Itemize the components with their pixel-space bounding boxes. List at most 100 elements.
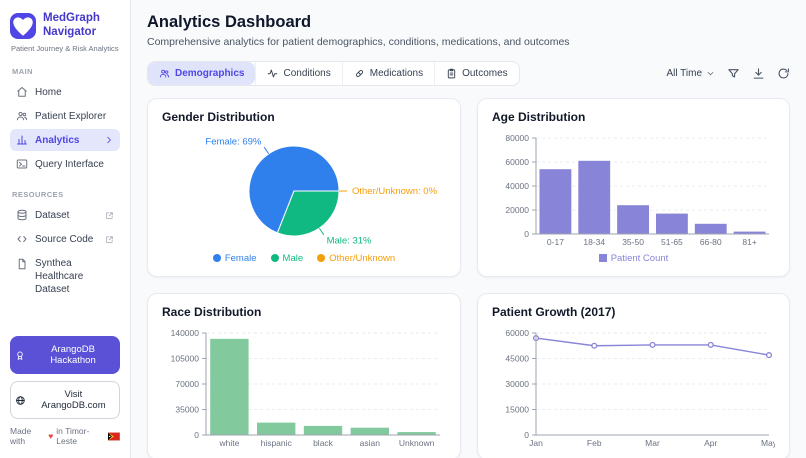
terminal-icon	[16, 158, 28, 170]
svg-text:51-65: 51-65	[661, 237, 683, 247]
activity-icon	[267, 68, 278, 79]
pill-icon	[354, 68, 365, 79]
sidebar: MedGraph Navigator Patient Journey & Ris…	[0, 0, 131, 458]
race-bar-chart: 0 35000 70000 105000 140000 white hispanic blac…	[162, 325, 446, 449]
arangodb-hackathon-button[interactable]: ArangoDB Hackathon	[10, 336, 120, 374]
app-name-line2: Navigator	[43, 25, 97, 38]
main-content: Analytics Dashboard Comprehensive analyt…	[131, 0, 806, 458]
cards-grid: Gender Distribution Female: 69% Male: 31%…	[147, 98, 790, 458]
nav-label: Source Code	[35, 233, 94, 245]
main-nav: Home Patient Explorer Analytics Query In…	[10, 81, 120, 177]
svg-text:80000: 80000	[505, 133, 529, 143]
card-title: Race Distribution	[162, 305, 262, 319]
nav-section-resources-label: RESOURCES	[12, 190, 64, 200]
chart-legend: Patient Count	[492, 250, 775, 266]
button-label: ArangoDB Hackathon	[50, 344, 96, 366]
card-race-distribution: Race Distribution 0 35000 70000 105000 14000…	[147, 293, 461, 458]
app-name-line1: MedGraph	[43, 12, 100, 24]
resources-nav: Dataset Source Code Synthea Healthcare D…	[10, 204, 120, 303]
made-with-note: Made with ♥ in Timor-Leste	[10, 426, 120, 446]
users-icon	[16, 110, 28, 122]
growth-line-chart: 0 15000 30000 45000 60000 Jan Feb Mar Apr May	[492, 325, 777, 449]
demographics-users-icon	[159, 68, 170, 79]
time-range-value: All Time	[666, 68, 702, 79]
svg-text:60000: 60000	[505, 157, 529, 167]
tab-conditions[interactable]: Conditions	[255, 62, 341, 85]
time-range-dropdown[interactable]: All Time	[666, 68, 715, 79]
app-name: MedGraph Navigator	[43, 12, 100, 39]
svg-text:60000: 60000	[505, 328, 529, 338]
svg-text:white: white	[218, 438, 239, 448]
tab-medications[interactable]: Medications	[341, 62, 434, 85]
svg-text:18-34: 18-34	[583, 237, 605, 247]
heart-icon: ♥	[48, 431, 54, 441]
svg-text:black: black	[313, 438, 334, 448]
download-button[interactable]	[752, 67, 765, 80]
sidebar-footer: ArangoDB Hackathon Visit ArangoDB.com Ma…	[10, 336, 120, 446]
gender-pie-chart: Female: 69% Male: 31% Other/Unknown: 0%	[162, 130, 446, 248]
heart-logo-icon	[10, 12, 36, 39]
tab-outcomes[interactable]: Outcomes	[434, 62, 519, 85]
globe-icon	[15, 395, 26, 406]
chart-legend: Female Male Other/Unknown	[162, 250, 446, 266]
sidebar-item-query-interface[interactable]: Query Interface	[10, 153, 120, 175]
svg-text:0: 0	[524, 430, 529, 440]
made-with-text: Made with	[10, 426, 32, 446]
svg-text:30000: 30000	[505, 379, 529, 389]
nav-label: Synthea Healthcare Dataset	[35, 258, 84, 296]
toolbar: All Time	[666, 67, 790, 80]
svg-text:Female: 69%: Female: 69%	[205, 136, 262, 147]
svg-text:140000: 140000	[171, 328, 200, 338]
refresh-button[interactable]	[777, 67, 790, 80]
svg-text:0: 0	[524, 229, 529, 239]
svg-text:Feb: Feb	[587, 438, 602, 448]
svg-text:20000: 20000	[505, 205, 529, 215]
sidebar-item-analytics[interactable]: Analytics	[10, 129, 120, 152]
visit-arangodb-button[interactable]: Visit ArangoDB.com	[10, 381, 120, 419]
tab-label: Outcomes	[462, 68, 508, 79]
svg-text:105000: 105000	[171, 354, 200, 364]
svg-text:45000: 45000	[505, 354, 529, 364]
svg-text:Male: 31%: Male: 31%	[327, 236, 372, 247]
tab-demographics[interactable]: Demographics	[148, 62, 256, 85]
svg-text:asian: asian	[360, 438, 381, 448]
legend-item: Female	[212, 253, 257, 264]
tab-label: Conditions	[283, 68, 331, 79]
svg-text:35-50: 35-50	[622, 237, 644, 247]
sidebar-item-source-code[interactable]: Source Code	[10, 228, 120, 250]
nav-label: Analytics	[35, 134, 80, 146]
filter-button[interactable]	[727, 67, 740, 80]
nav-label: Query Interface	[35, 158, 104, 170]
bar-chart-icon	[16, 134, 28, 146]
sidebar-item-dataset[interactable]: Dataset	[10, 204, 120, 226]
card-gender-distribution: Gender Distribution Female: 69% Male: 31%…	[147, 98, 461, 277]
svg-text:35000: 35000	[175, 405, 199, 415]
svg-text:0: 0	[194, 430, 199, 440]
legend-item: Other/Unknown	[317, 253, 395, 264]
external-link-icon	[105, 235, 114, 244]
svg-text:Unknown: Unknown	[399, 438, 435, 448]
sidebar-item-synthea-dataset[interactable]: Synthea Healthcare Dataset	[10, 252, 120, 301]
code-icon	[16, 233, 28, 245]
nav-label: Home	[35, 86, 62, 98]
svg-text:40000: 40000	[505, 181, 529, 191]
tab-group: Demographics Conditions Medications Outc…	[147, 61, 520, 86]
svg-text:Apr: Apr	[704, 438, 717, 448]
nav-label: Patient Explorer	[35, 110, 107, 122]
nav-section-main-label: MAIN	[12, 67, 33, 77]
svg-text:Other/Unknown: 0%: Other/Unknown: 0%	[352, 186, 438, 197]
award-icon	[15, 350, 25, 361]
sidebar-item-patient-explorer[interactable]: Patient Explorer	[10, 105, 120, 127]
legend-item: Male	[270, 253, 303, 264]
external-link-icon	[105, 211, 114, 220]
card-title: Gender Distribution	[162, 110, 275, 124]
app-logo: MedGraph Navigator	[10, 12, 120, 39]
svg-text:81+: 81+	[742, 237, 756, 247]
database-icon	[16, 209, 28, 221]
sidebar-item-home[interactable]: Home	[10, 81, 120, 103]
page-subtitle: Comprehensive analytics for patient demo…	[147, 36, 570, 48]
home-icon	[16, 86, 28, 98]
card-patient-growth: Patient Growth (2017) 0 15000 30000 45000 60…	[477, 293, 790, 458]
app-tagline: Patient Journey & Risk Analytics	[11, 44, 119, 54]
tab-label: Medications	[369, 68, 424, 79]
